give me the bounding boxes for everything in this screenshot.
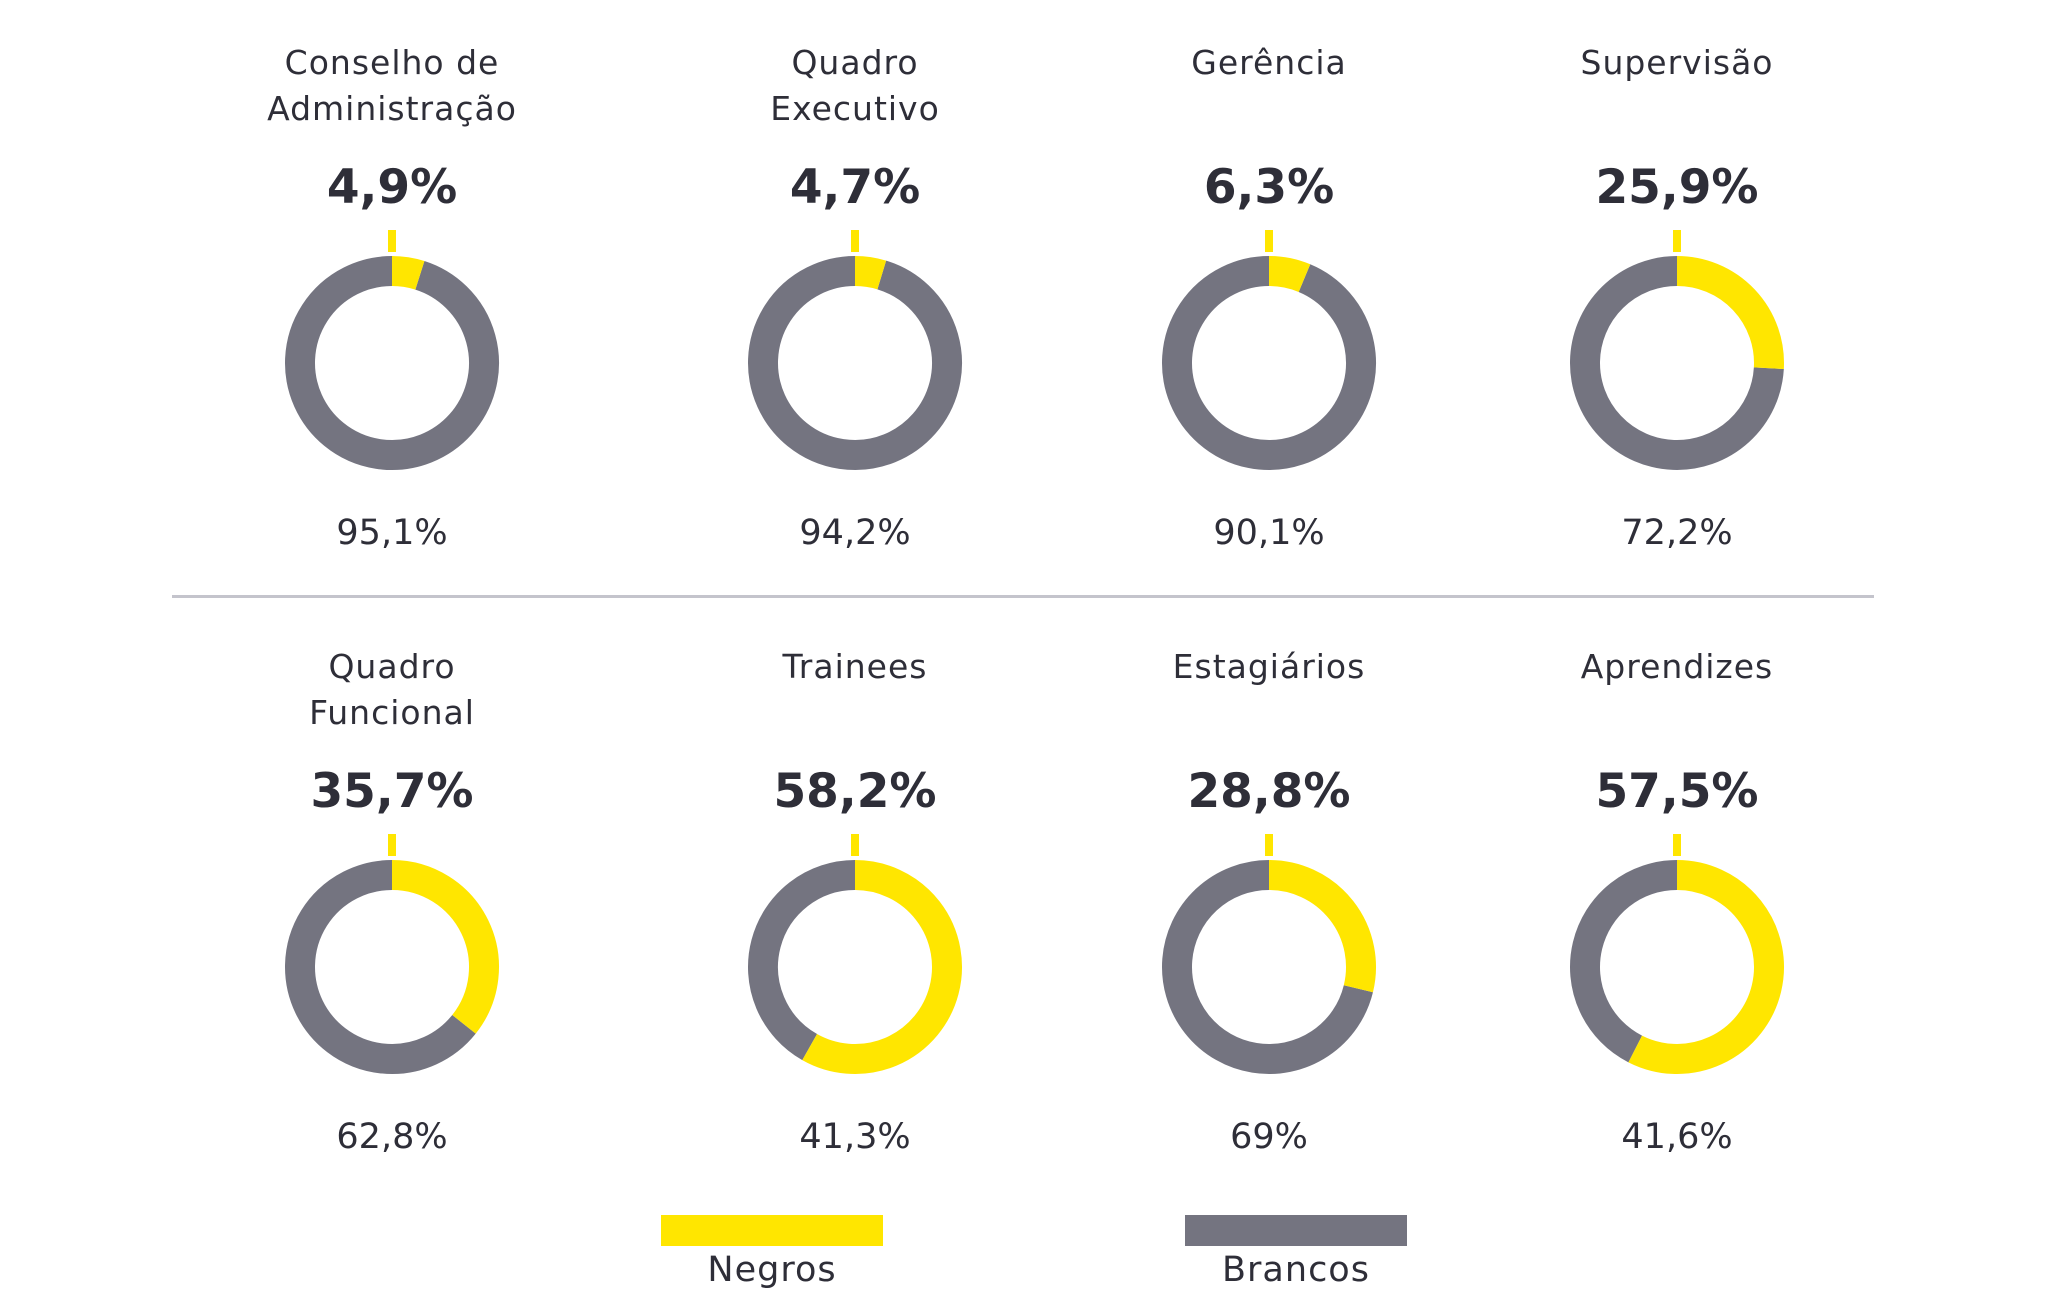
start-tick	[851, 834, 859, 856]
negros-segment	[854, 256, 887, 290]
brancos-segment	[748, 256, 962, 470]
brancos-value-label: 94,2%	[799, 513, 911, 553]
donut	[1162, 834, 1376, 1074]
negros-segment	[391, 256, 425, 290]
start-tick	[388, 834, 396, 856]
chart-title: Supervisão	[1457, 40, 1897, 86]
negros-value-label: 57,5%	[1595, 764, 1759, 819]
chart-title: Estagiários	[1049, 644, 1489, 690]
negros-segment	[1268, 256, 1311, 293]
brancos-value-label: 41,3%	[799, 1117, 911, 1157]
start-tick	[1265, 230, 1273, 252]
donut	[748, 834, 962, 1074]
brancos-value-label: 72,2%	[1621, 513, 1733, 553]
negros-value-label: 58,2%	[773, 764, 937, 819]
brancos-value-label: 95,1%	[336, 513, 448, 553]
chart-title-line: Gerência	[1191, 43, 1347, 82]
chart-title: Trainees	[635, 644, 1075, 690]
legend-label-negros: Negros	[707, 1250, 837, 1290]
chart-title: Conselho de Administração	[172, 40, 612, 132]
chart-title-line: Administração	[267, 89, 517, 128]
chart-title-line: Quadro	[328, 647, 456, 686]
negros-value-label: 4,9%	[326, 160, 458, 215]
brancos-segment	[1570, 256, 1784, 470]
chart-title-line: Trainees	[782, 647, 928, 686]
negros-segment	[391, 860, 499, 1034]
brancos-value-label: 41,6%	[1621, 1117, 1733, 1157]
chart-title: Quadro Executivo	[635, 40, 1075, 132]
brancos-value-label: 69%	[1230, 1117, 1308, 1157]
brancos-segment	[285, 256, 499, 470]
donut	[285, 230, 499, 470]
chart-title-line: Estagiários	[1172, 647, 1366, 686]
start-tick	[1265, 834, 1273, 856]
chart-title-line: Supervisão	[1580, 43, 1774, 82]
negros-value-label: 6,3%	[1203, 160, 1335, 215]
start-tick	[388, 230, 396, 252]
negros-segment	[1268, 860, 1376, 993]
legend-swatch-negros	[661, 1215, 883, 1246]
start-tick	[1673, 834, 1681, 856]
chart-title-line: Quadro	[791, 43, 919, 82]
donut	[1570, 230, 1784, 470]
donut	[1162, 230, 1376, 470]
brancos-segment	[285, 860, 476, 1074]
negros-segment	[1676, 256, 1784, 370]
negros-value-label: 35,7%	[310, 764, 474, 819]
start-tick	[851, 230, 859, 252]
negros-value-label: 25,9%	[1595, 160, 1759, 215]
negros-segment	[802, 860, 962, 1074]
brancos-value-label: 62,8%	[336, 1117, 448, 1157]
brancos-segment	[748, 860, 856, 1061]
legend-swatch-brancos	[1185, 1215, 1407, 1246]
legend-label-brancos: Brancos	[1222, 1250, 1370, 1290]
brancos-segment	[1162, 256, 1376, 470]
brancos-segment	[1570, 860, 1678, 1063]
negros-segment	[1628, 860, 1784, 1074]
start-tick	[1673, 230, 1681, 252]
chart-title-line: Aprendizes	[1580, 647, 1774, 686]
chart-title-line: Executivo	[770, 89, 940, 128]
chart-title: Quadro Funcional	[172, 644, 612, 736]
chart-title-line: Funcional	[309, 693, 475, 732]
brancos-value-label: 90,1%	[1213, 513, 1325, 553]
donut	[1570, 834, 1784, 1074]
chart-title: Gerência	[1049, 40, 1489, 86]
negros-value-label: 28,8%	[1187, 764, 1351, 819]
brancos-segment	[1162, 860, 1373, 1074]
row-divider	[172, 595, 1874, 598]
donut	[748, 230, 962, 470]
chart-title-line: Conselho de	[284, 43, 500, 82]
negros-value-label: 4,7%	[789, 160, 921, 215]
donut	[285, 834, 499, 1074]
chart-title: Aprendizes	[1457, 644, 1897, 690]
